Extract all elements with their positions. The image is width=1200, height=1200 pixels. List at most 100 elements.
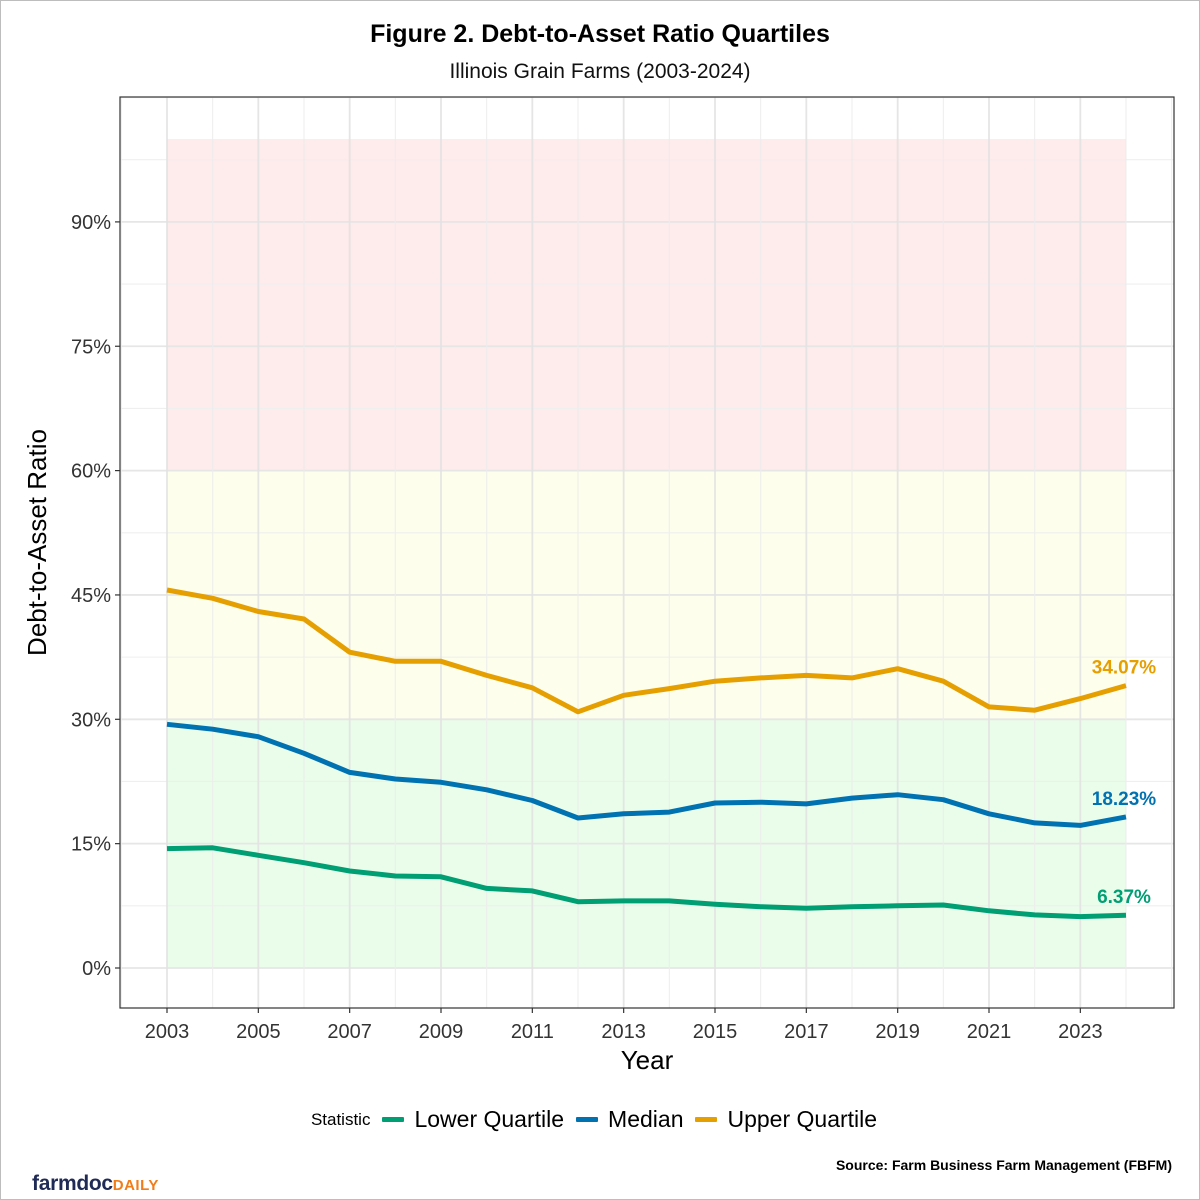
y-tick-label: 30% <box>71 709 111 731</box>
end-label-lower-quartile: 6.37% <box>1097 887 1151 908</box>
gridlines <box>120 97 1174 1008</box>
data-point <box>439 659 444 664</box>
data-point <box>895 666 900 671</box>
data-point <box>804 673 809 678</box>
series-line-median <box>166 721 1127 828</box>
data-point <box>667 898 672 903</box>
data-point <box>530 798 535 803</box>
data-point <box>484 673 489 678</box>
data-point <box>484 787 489 792</box>
chart-title: Figure 2. Debt-to-Asset Ratio Quartiles <box>370 20 830 48</box>
data-point <box>302 751 307 756</box>
data-point <box>987 811 992 816</box>
legend-item-median: Median <box>576 1106 683 1133</box>
end-labels: 6.37% 18.23% 34.07% <box>1092 658 1157 909</box>
end-label-median: 18.23% <box>1092 789 1157 810</box>
data-point <box>1124 814 1129 819</box>
data-point <box>941 797 946 802</box>
data-point <box>713 679 718 684</box>
data-point <box>576 899 581 904</box>
x-tick-label: 2017 <box>784 1021 829 1043</box>
risk-bands <box>167 139 1126 968</box>
y-axis: 0% 15% 30% 45% 60% 75% 90% <box>71 212 120 980</box>
source-note: Source: Farm Business Farm Management (F… <box>835 1157 1172 1173</box>
data-point <box>530 888 535 893</box>
chart-subtitle: Illinois Grain Farms (2003-2024) <box>449 60 751 83</box>
data-point <box>758 675 763 680</box>
data-point <box>895 792 900 797</box>
legend-label: Lower Quartile <box>414 1106 565 1132</box>
y-tick-label: 75% <box>71 336 111 358</box>
x-tick-label: 2011 <box>511 1021 554 1043</box>
y-tick-label: 90% <box>71 212 111 234</box>
data-point <box>850 675 855 680</box>
legend-item-upper-quartile: Upper Quartile <box>695 1106 877 1133</box>
data-point <box>1078 914 1083 919</box>
data-point <box>484 886 489 891</box>
y-axis-title: Debt-to-Asset Ratio <box>22 429 52 656</box>
data-point <box>256 734 261 739</box>
y-tick-label: 60% <box>71 461 111 483</box>
data-point <box>1124 913 1129 918</box>
data-point <box>210 727 215 732</box>
data-point <box>758 904 763 909</box>
x-tick-label: 2005 <box>236 1021 281 1043</box>
data-point <box>439 780 444 785</box>
data-point <box>302 616 307 621</box>
logo-accent: DAILY <box>112 1177 159 1194</box>
x-axis: 2003 2005 2007 2009 2011 2013 2015 2017 2019 2021… <box>145 1008 1103 1043</box>
data-point <box>987 704 992 709</box>
data-point <box>1078 696 1083 701</box>
x-tick-label: 2019 <box>875 1021 920 1043</box>
data-point <box>1032 708 1037 713</box>
x-tick-label: 2015 <box>693 1021 738 1043</box>
data-point <box>256 609 261 614</box>
series-lines <box>165 587 1129 920</box>
x-tick-label: 2021 <box>967 1021 1012 1043</box>
data-point <box>621 693 626 698</box>
legend: Statistic Lower Quartile Median Upper Qu… <box>0 1106 1200 1133</box>
data-point <box>439 874 444 879</box>
data-point <box>850 796 855 801</box>
data-point <box>804 906 809 911</box>
x-tick-label: 2013 <box>601 1021 646 1043</box>
x-tick-label: 2023 <box>1058 1021 1103 1043</box>
end-label-upper-quartile: 34.07% <box>1092 658 1157 679</box>
data-point <box>850 904 855 909</box>
legend-key-upper-quartile <box>695 1117 718 1122</box>
data-point <box>347 869 352 874</box>
legend-label: Median <box>608 1106 684 1132</box>
legend-title: Statistic <box>310 1109 371 1129</box>
data-point <box>1032 820 1037 825</box>
data-point <box>941 902 946 907</box>
data-point <box>302 860 307 865</box>
data-point <box>165 722 170 727</box>
data-point <box>987 908 992 913</box>
x-axis-title: Year <box>621 1045 674 1075</box>
y-tick-label: 15% <box>71 834 111 856</box>
data-point <box>393 873 398 878</box>
data-point <box>667 810 672 815</box>
data-point <box>347 650 352 655</box>
data-point <box>210 845 215 850</box>
data-point <box>393 659 398 664</box>
y-tick-label: 45% <box>71 585 111 607</box>
data-point <box>941 679 946 684</box>
data-point <box>256 853 261 858</box>
data-point <box>1032 912 1037 917</box>
x-tick-label: 2007 <box>327 1021 372 1043</box>
data-point <box>621 811 626 816</box>
data-point <box>576 709 581 714</box>
legend-key-lower-quartile <box>382 1117 405 1122</box>
data-point <box>1078 823 1083 828</box>
legend-key-median <box>576 1117 599 1122</box>
data-point <box>576 815 581 820</box>
logo-main: farmdoc <box>32 1172 113 1195</box>
data-point <box>165 587 170 592</box>
data-point <box>210 596 215 601</box>
data-point <box>804 801 809 806</box>
series-line-upper-quartile <box>166 587 1127 715</box>
risk-band-high-risk <box>167 139 1126 471</box>
legend-label: Upper Quartile <box>727 1106 878 1132</box>
